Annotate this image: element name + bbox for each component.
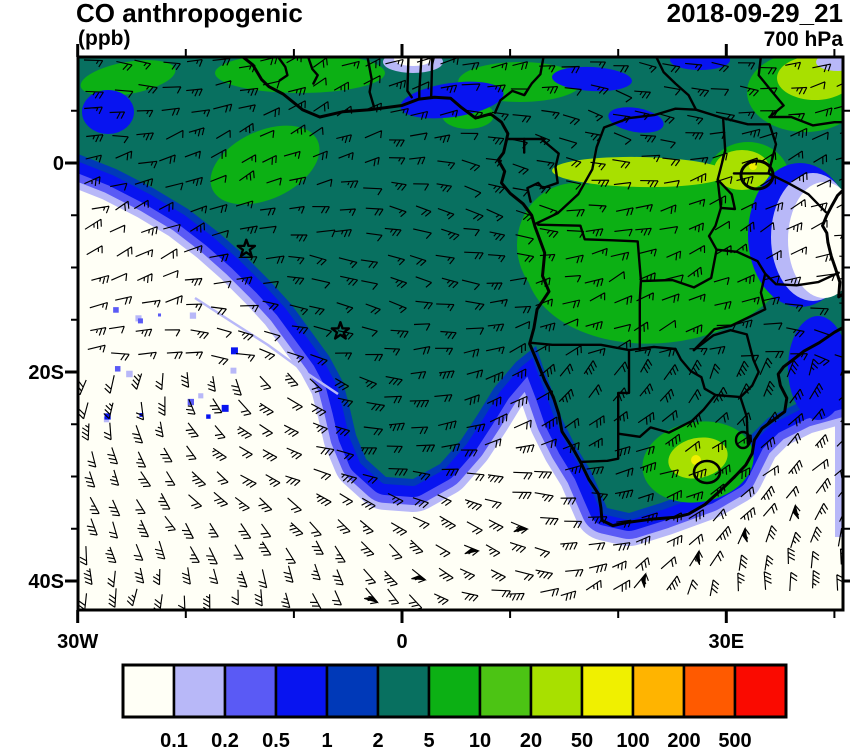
colorbar-level-label: 5: [423, 730, 434, 750]
colorbar-level-label: 1: [321, 730, 332, 750]
country-border: [617, 393, 717, 438]
country-border: [579, 348, 631, 464]
colorbar-cell: [580, 663, 635, 719]
colorbar-cell: [325, 663, 380, 719]
colorbar-cell: [274, 663, 329, 719]
colorbar-cell: [682, 663, 737, 719]
colorbar-level-label: 10: [469, 730, 491, 750]
co-speckle: [103, 416, 110, 423]
colorbar-cell: [172, 663, 227, 719]
country-border: [764, 271, 840, 287]
country-border: [537, 223, 643, 282]
co-speckle: [114, 366, 121, 372]
eswatini-border: [734, 430, 752, 450]
co-speckle: [137, 318, 143, 324]
colorbar-level-label: 0.2: [211, 730, 239, 750]
co-filament: [194, 296, 339, 396]
colorbar-cell: [733, 663, 788, 719]
wind-barbs: [78, 57, 843, 610]
country-border: [768, 115, 843, 127]
colorbar-level-label: 0.5: [262, 730, 290, 750]
colorbar-level-label: 0.1: [160, 730, 188, 750]
colorbar-frame: [121, 663, 788, 719]
colorbar-level-label: 2: [372, 730, 383, 750]
colorbar-cell: [427, 663, 482, 719]
country-border: [366, 57, 376, 108]
co-patch-10-20: [552, 156, 728, 188]
country-border: [526, 138, 560, 203]
country-border: [716, 178, 737, 211]
coastline: [821, 188, 843, 299]
colorbar-level-label: 100: [616, 730, 649, 750]
colorbar-cell: [631, 663, 686, 719]
co-speckle: [126, 370, 133, 378]
co-speckle: [221, 404, 229, 412]
island-star-marker: [236, 238, 257, 258]
colorbar-cell: [121, 663, 176, 719]
co-speckle: [198, 393, 204, 399]
co-patch-blue: [82, 90, 134, 134]
lat-tick-label: 40S: [28, 571, 64, 593]
wind-barb-pennants: [364, 503, 800, 604]
country-border: [430, 57, 434, 98]
co-speckle: [135, 315, 142, 322]
lon-tick-label: 30E: [709, 631, 745, 653]
colorbar-level-label: 20: [520, 730, 542, 750]
co-patch-5-10: [517, 183, 633, 307]
colorbar-cell: [223, 663, 278, 719]
valid-datetime: 2018-09-29_21: [666, 0, 843, 28]
co-patch-blue: [670, 57, 730, 70]
country-border: [654, 57, 698, 111]
country-border: [493, 57, 545, 114]
co-speckle: [113, 307, 119, 313]
co-patch-blue: [608, 107, 664, 133]
pressure-level: 700 hPa: [763, 28, 843, 51]
lon-tick-label: 0: [396, 631, 407, 653]
map-frame: [76, 55, 845, 612]
co-speckle: [187, 398, 194, 406]
lon-tick-label: 30W: [57, 631, 98, 653]
units-label: (ppb): [78, 27, 131, 50]
co-speckle: [189, 312, 197, 319]
country-border: [674, 329, 760, 399]
coastline: [240, 57, 843, 528]
plot-title: CO anthropogenic: [76, 0, 303, 28]
co-speckle: [230, 367, 237, 374]
island-star-marker: [330, 321, 351, 340]
colorbar-cell: [529, 663, 584, 719]
country-border: [306, 57, 319, 85]
co-speckle: [230, 347, 238, 355]
co-speckle: [157, 313, 162, 317]
colorbar-cell: [478, 663, 533, 719]
country-border: [732, 172, 827, 214]
colorbar-level-label: 500: [718, 730, 751, 750]
lat-tick-label: 0: [53, 153, 64, 175]
colorbar-cell: [376, 663, 431, 719]
map-interior: [78, 57, 843, 610]
country-border: [418, 57, 423, 100]
country-border: [406, 57, 413, 99]
country-border: [757, 57, 785, 119]
country-border: [692, 248, 767, 352]
country-border: [276, 57, 289, 82]
colorbar-level-label: 50: [571, 730, 593, 750]
co-patch-5-10: [210, 125, 320, 205]
colorbar-level-label: 200: [667, 730, 700, 750]
co-speckle: [206, 414, 211, 419]
lat-tick-label: 20S: [28, 362, 64, 384]
co-edge-strip: [835, 425, 843, 537]
country-border: [534, 107, 725, 225]
co-patch-20-50: [749, 162, 757, 170]
co-patch-5-10: [215, 57, 385, 93]
